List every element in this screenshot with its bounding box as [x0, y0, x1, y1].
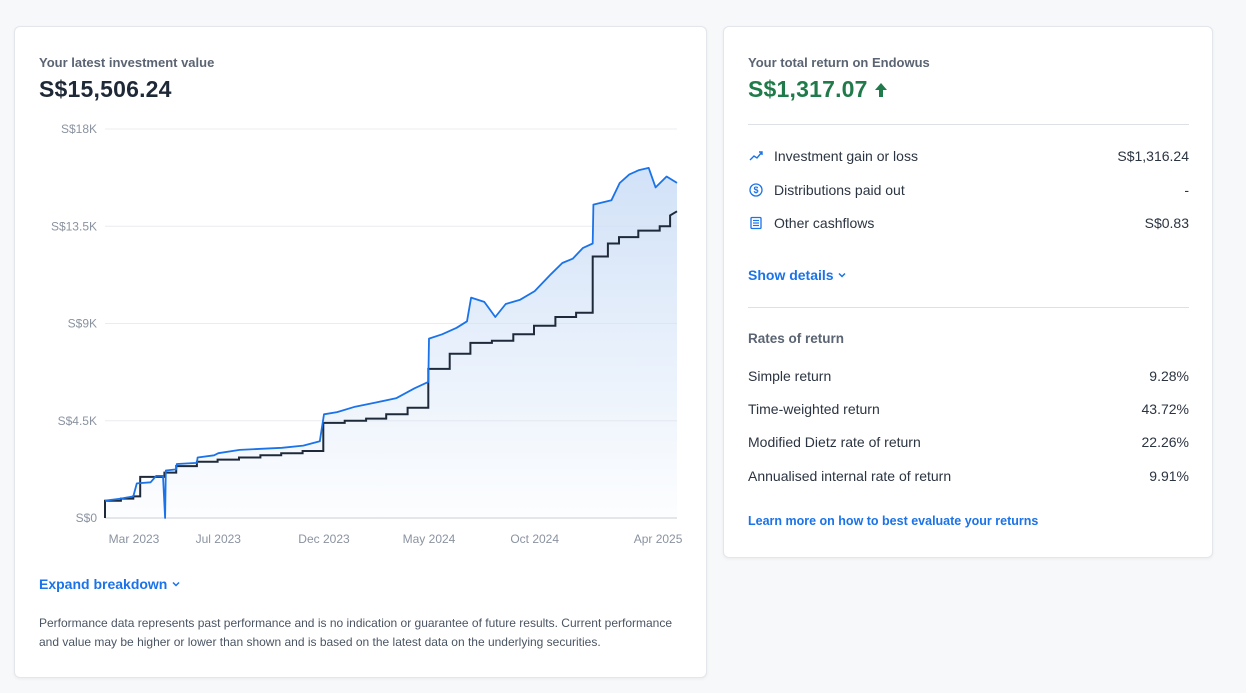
y-tick-label: S$13.5K: [51, 219, 97, 233]
investment-value-line: [104, 167, 678, 519]
total-return-amount-row: S$1,317.07: [748, 76, 930, 103]
x-tick-label: Oct 2024: [510, 532, 559, 546]
y-tick-label: S$9K: [68, 317, 97, 331]
performance-disclaimer: Performance data represents past perform…: [39, 616, 673, 649]
rate-row-annualised-irr: Annualised internal rate of return 9.91%: [748, 466, 1189, 486]
chevron-down-icon: [171, 576, 181, 592]
total-return-card: Your total return on Endowus S$1,317.07 …: [723, 26, 1213, 558]
breakdown-label: Distributions paid out: [774, 182, 905, 198]
investment-value-card: Your latest investment value S$15,506.24…: [14, 26, 707, 678]
ledger-icon: [748, 215, 764, 231]
total-return-amount: S$1,317.07: [748, 76, 868, 102]
investment-value-label: Your latest investment value: [39, 55, 215, 70]
total-return-label: Your total return on Endowus: [748, 55, 930, 70]
investment-value-header: Your latest investment value S$15,506.24: [39, 55, 214, 103]
breakdown-label: Investment gain or loss: [774, 148, 918, 164]
breakdown-row-distributions: $ Distributions paid out -: [748, 180, 1189, 200]
show-details-label: Show details: [748, 267, 834, 283]
x-tick-label: Jul 2023: [196, 532, 242, 546]
x-tick-label: Mar 2023: [109, 532, 160, 546]
chevron-down-icon: [837, 267, 847, 283]
divider: [748, 307, 1189, 308]
rate-label: Annualised internal rate of return: [748, 468, 952, 484]
x-tick-label: May 2024: [403, 532, 456, 546]
rate-label: Time-weighted return: [748, 401, 880, 417]
net-invested-line: [104, 210, 678, 518]
breakdown-label: Other cashflows: [774, 215, 875, 231]
rate-value: 9.91%: [1149, 468, 1189, 484]
rate-value: 22.26%: [1141, 434, 1189, 450]
y-tick-label: S$0: [76, 511, 98, 525]
rate-row-simple: Simple return 9.28%: [748, 366, 1189, 386]
trend-line-icon: [748, 148, 764, 164]
rate-row-modified-dietz: Modified Dietz rate of return 22.26%: [748, 432, 1189, 452]
breakdown-row-other-cashflows: Other cashflows S$0.83: [748, 213, 1189, 233]
rate-value: 43.72%: [1141, 401, 1189, 417]
total-return-header: Your total return on Endowus S$1,317.07: [748, 55, 930, 103]
arrow-up-icon: [874, 77, 888, 97]
breakdown-value: -: [1184, 182, 1189, 198]
expand-breakdown-button[interactable]: Expand breakdown: [39, 576, 181, 592]
x-tick-label: Dec 2023: [298, 532, 350, 546]
rate-label: Simple return: [748, 368, 832, 384]
value-area-fill: [105, 167, 677, 518]
y-tick-label: S$18K: [61, 122, 97, 136]
expand-breakdown-label: Expand breakdown: [39, 576, 168, 592]
y-tick-label: S$4.5K: [58, 414, 97, 428]
rate-label: Modified Dietz rate of return: [748, 434, 921, 450]
investment-chart[interactable]: S$0 S$4.5K S$9K S$13.5K S$18K Mar 2023 Jul 202…: [15, 119, 708, 559]
divider: [748, 124, 1189, 125]
x-tick-label: Apr 2025: [634, 532, 683, 546]
rate-value: 9.28%: [1149, 368, 1189, 384]
rate-row-time-weighted: Time-weighted return 43.72%: [748, 399, 1189, 419]
show-details-button[interactable]: Show details: [748, 267, 847, 283]
breakdown-value: S$0.83: [1144, 215, 1189, 231]
investment-chart-svg[interactable]: S$0 S$4.5K S$9K S$13.5K S$18K Mar 2023 Jul 202…: [15, 119, 708, 559]
breakdown-row-investment-gain: Investment gain or loss S$1,316.24: [748, 146, 1189, 166]
investment-value-amount: S$15,506.24: [39, 76, 172, 102]
breakdown-value: S$1,316.24: [1117, 148, 1189, 164]
learn-more-link[interactable]: Learn more on how to best evaluate your …: [748, 514, 1039, 528]
svg-text:$: $: [753, 185, 758, 195]
rates-of-return-title: Rates of return: [748, 331, 845, 346]
dollar-circle-icon: $: [748, 182, 764, 198]
